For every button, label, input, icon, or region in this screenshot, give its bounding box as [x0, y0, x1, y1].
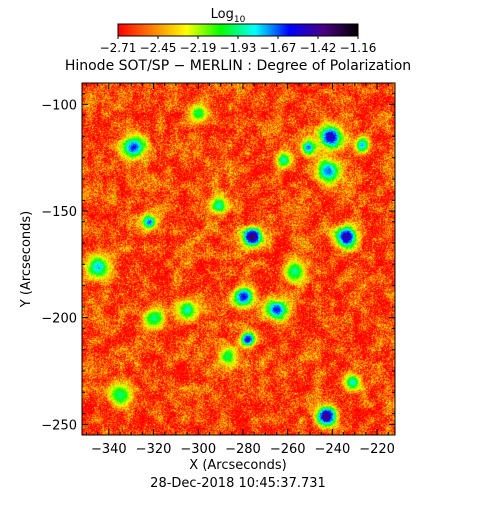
heatmap-image: [82, 83, 395, 435]
x-tick-label: −260: [270, 442, 306, 457]
colorbar-tick-label: −1.42: [300, 41, 337, 55]
x-tick-label: −280: [225, 442, 261, 457]
y-tick-label: −250: [41, 418, 77, 433]
x-axis-ticks: −340 −320 −300 −280 −260 −240 −220: [85, 83, 395, 457]
colorbar-ticks: −2.71 −2.45 −2.19 −1.93 −1.67 −1.42 −1.16: [100, 36, 377, 55]
x-tick-label: −300: [180, 442, 216, 457]
y-axis-label: Y (Arcseconds): [19, 211, 34, 308]
colorbar-tick-label: −1.67: [260, 41, 297, 55]
timestamp: 28-Dec-2018 10:45:37.731: [150, 476, 326, 491]
colorbar-tick-label: −1.16: [340, 41, 377, 55]
y-axis-ticks: −100 −150 −200 −250: [41, 93, 395, 436]
x-tick-label: −240: [315, 442, 351, 457]
y-tick-label: −100: [41, 98, 77, 113]
y-tick-label: −200: [41, 312, 77, 327]
x-axis-label: X (Arcseconds): [189, 458, 286, 473]
colorbar-tick-label: −2.19: [180, 41, 217, 55]
x-tick-label: −220: [359, 442, 395, 457]
colorbar-tick-label: −2.71: [100, 41, 137, 55]
colorbar: [117, 23, 359, 37]
colorbar-tick-label: −1.93: [220, 41, 257, 55]
plot-frame: [81, 82, 396, 436]
y-tick-label: −150: [41, 205, 77, 220]
colorbar-tick-label: −2.45: [140, 41, 177, 55]
colorbar-label: Log10: [211, 7, 246, 25]
chart-title: Hinode SOT/SP − MERLIN : Degree of Polar…: [65, 58, 411, 74]
x-tick-label: −340: [91, 442, 127, 457]
x-tick-label: −320: [136, 442, 172, 457]
